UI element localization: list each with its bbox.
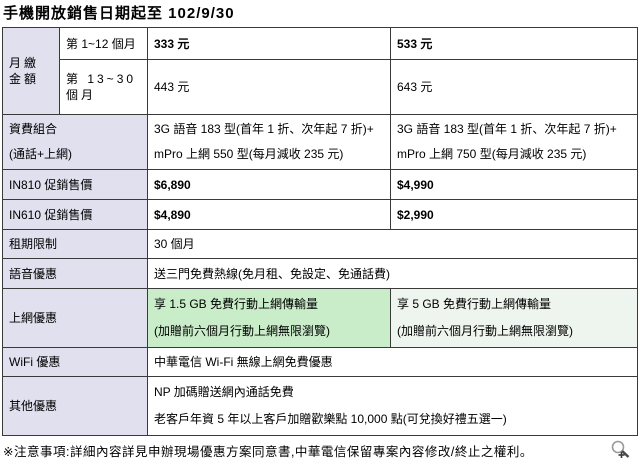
fee-13-30-plan1: 443 元 [147, 59, 391, 115]
footer: ※注意事項:詳細內容詳見申辦現場優惠方案同意書,中華電信保留專案內容修改/終止之… [0, 436, 640, 461]
table-row: 第 13~30 個月 443 元 643 元 [3, 59, 638, 115]
rate-plan-plan2: 3G 語音 183 型(首年 1 折、次年起 7 折)+ mPro 上網 750… [390, 114, 638, 170]
table-row: IN810 促銷售價 $6,890 $4,990 [2, 169, 638, 200]
rate-plan-label-line2: (通話+上網) [9, 147, 73, 161]
pricing-table: 月繳金額 第 1~12 個月 333 元 533 元 第 13~30 個月 44… [2, 27, 638, 436]
in610-price-plan2: $2,990 [390, 199, 638, 230]
fee-1-12-plan1: 333 元 [147, 27, 391, 60]
data-offer-plan1: 享 1.5 GB 免費行動上網傳輸量 (加贈前六個月行動上網無限瀏覽) [147, 288, 391, 348]
table-row: 租期限制 30 個月 [2, 229, 638, 259]
in810-price-plan1: $6,890 [147, 169, 391, 200]
row-label-in610: IN610 促銷售價 [2, 199, 148, 230]
row-label-in810: IN810 促銷售價 [2, 169, 148, 200]
data-offer-plan2: 享 5 GB 免費行動上網傳輸量 (加贈前六個月行動上網無限瀏覽) [390, 288, 638, 348]
row-label-data-offer: 上網優惠 [2, 288, 148, 348]
table-row: WiFi 優惠 中華電信 Wi-Fi 無線上網免費優惠 [2, 347, 638, 377]
other-offer-line1: NP 加碼贈送網內通話免費 [154, 385, 294, 399]
in610-price-plan1: $4,890 [147, 199, 391, 230]
rate-plan-plan1-line1: 3G 語音 183 型(首年 1 折、次年起 7 折)+ [154, 122, 374, 136]
table-row: 其他優惠 NP 加碼贈送網內通話免費 老客戶年資 5 年以上客戶加贈歡樂點 10… [2, 376, 638, 436]
row-label-rate-plan: 資費組合 (通話+上網) [2, 114, 148, 170]
data-offer-plan2-line1: 享 5 GB 免費行動上網傳輸量 [397, 297, 552, 311]
data-offer-plan1-line2: (加贈前六個月行動上網無限瀏覽) [154, 324, 330, 338]
rental-value: 30 個月 [147, 229, 638, 259]
page-title: 手機開放銷售日期起至 102/9/30 [3, 5, 235, 22]
table-row: 資費組合 (通話+上網) 3G 語音 183 型(首年 1 折、次年起 7 折)… [2, 114, 638, 170]
other-offer-line2: 老客戶年資 5 年以上客戶加贈歡樂點 10,000 點(可兌換好禮五選一) [154, 412, 507, 426]
rate-plan-plan1: 3G 語音 183 型(首年 1 折、次年起 7 折)+ mPro 上網 550… [147, 114, 391, 170]
in810-price-plan2: $4,990 [390, 169, 638, 200]
row-label-wifi: WiFi 優惠 [2, 347, 148, 377]
rate-plan-plan2-line2: mPro 上網 750 型(每月減收 235 元) [397, 147, 587, 161]
row-label-rental: 租期限制 [2, 229, 148, 259]
rate-plan-plan2-line1: 3G 語音 183 型(首年 1 折、次年起 7 折)+ [397, 122, 617, 136]
other-offer-value: NP 加碼贈送網內通話免費 老客戶年資 5 年以上客戶加贈歡樂點 10,000 … [147, 376, 638, 436]
table-row: 語音優惠 送三門免費熱線(免月租、免設定、免通話費) [2, 258, 638, 289]
footer-note: ※注意事項:詳細內容詳見申辦現場優惠方案同意書,中華電信保留專案內容修改/終止之… [3, 445, 533, 459]
rate-plan-plan1-line2: mPro 上網 550 型(每月減收 235 元) [154, 147, 344, 161]
voice-offer-value: 送三門免費熱線(免月租、免設定、免通話費) [147, 258, 638, 289]
period-13-30-cell: 第 13~30 個月 [59, 59, 148, 115]
wifi-offer-value: 中華電信 Wi-Fi 無線上網免費優惠 [147, 347, 638, 377]
data-offer-plan1-line1: 享 1.5 GB 免費行動上網傳輸量 [154, 297, 319, 311]
table-row: 月繳金額 第 1~12 個月 333 元 533 元 [2, 27, 638, 115]
data-offer-plan2-line2: (加贈前六個月行動上網無限瀏覽) [397, 324, 573, 338]
fee-1-12-plan2: 533 元 [390, 27, 638, 60]
row-label-voice: 語音優惠 [2, 258, 148, 289]
table-row: 上網優惠 享 1.5 GB 免費行動上網傳輸量 (加贈前六個月行動上網無限瀏覽)… [2, 288, 638, 348]
period-1-12-cell: 第 1~12 個月 [59, 27, 148, 60]
rate-plan-label-line1: 資費組合 [9, 122, 58, 136]
row-label-monthly-fee: 月繳金額 [2, 27, 60, 115]
row-label-other: 其他優惠 [2, 376, 148, 436]
zoom-in-cursor-icon [611, 440, 630, 458]
fee-13-30-plan2: 643 元 [390, 59, 638, 115]
table-row: IN610 促銷售價 $4,890 $2,990 [2, 199, 638, 230]
